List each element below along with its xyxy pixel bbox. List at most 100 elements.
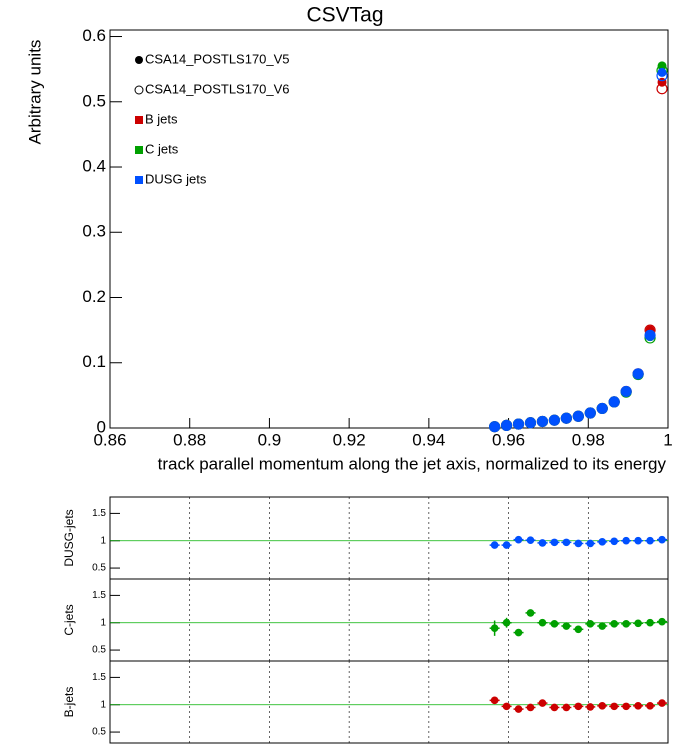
data-point-open bbox=[536, 415, 549, 428]
data-point bbox=[657, 67, 667, 77]
data-point bbox=[538, 699, 547, 707]
data-point bbox=[490, 624, 499, 632]
data-point bbox=[550, 620, 559, 628]
data-point-open bbox=[644, 329, 656, 341]
legend-label: B jets bbox=[145, 111, 178, 126]
data-point bbox=[525, 418, 535, 428]
data-point-open bbox=[548, 414, 561, 426]
legend-marker bbox=[134, 85, 144, 95]
data-point bbox=[646, 536, 654, 545]
data-point bbox=[658, 617, 666, 626]
data-point bbox=[550, 703, 559, 712]
legend-label: CSA14_POSTLS170_V6 bbox=[145, 81, 290, 96]
data-point bbox=[598, 538, 607, 546]
chart-title: CSVTag bbox=[306, 4, 383, 27]
data-point bbox=[502, 420, 512, 430]
data-point bbox=[502, 702, 511, 711]
plot-frame bbox=[109, 29, 669, 429]
data-point bbox=[646, 702, 654, 710]
data-point bbox=[658, 535, 666, 544]
x-tick-label: 0.98 bbox=[572, 430, 605, 449]
legend-label: DUSG jets bbox=[145, 171, 207, 186]
data-point bbox=[526, 536, 535, 544]
data-point bbox=[597, 403, 607, 413]
data-point bbox=[562, 703, 571, 712]
data-point bbox=[514, 705, 523, 713]
data-point bbox=[573, 411, 583, 421]
data-point bbox=[502, 618, 511, 627]
data-point bbox=[622, 620, 630, 628]
legend-marker bbox=[135, 116, 143, 124]
data-point-open bbox=[656, 70, 668, 82]
data-point bbox=[634, 702, 642, 710]
x-tick-label: 0.92 bbox=[333, 430, 366, 449]
data-point bbox=[490, 696, 499, 705]
data-point bbox=[646, 618, 654, 627]
y-tick-label: 0.3 bbox=[82, 222, 106, 241]
data-point bbox=[586, 703, 595, 711]
x-tick-label: 0.96 bbox=[492, 430, 525, 449]
data-point bbox=[610, 537, 618, 546]
data-point bbox=[658, 699, 666, 707]
data-point bbox=[526, 703, 535, 712]
y-axis-label: B-jets bbox=[62, 687, 76, 718]
y-tick-label: 0.1 bbox=[82, 352, 106, 371]
data-point bbox=[610, 620, 618, 628]
x-tick-label: 0.88 bbox=[173, 430, 206, 449]
data-point-open bbox=[489, 421, 501, 433]
y-tick-label: 1.5 bbox=[92, 672, 106, 683]
y-tick-label: 0.5 bbox=[92, 563, 106, 574]
legend-marker bbox=[135, 56, 143, 64]
data-point bbox=[645, 330, 655, 340]
data-point-open bbox=[608, 396, 620, 408]
data-point bbox=[538, 618, 547, 627]
data-point-open bbox=[572, 410, 584, 422]
y-tick-label: 0 bbox=[97, 417, 106, 436]
data-point bbox=[634, 536, 642, 545]
y-tick-label: 1.5 bbox=[92, 508, 106, 519]
y-tick-label: 0.5 bbox=[92, 727, 106, 738]
y-tick-label: 1.5 bbox=[92, 590, 106, 601]
data-point bbox=[586, 620, 595, 628]
data-point bbox=[610, 702, 618, 711]
plot-frame bbox=[109, 578, 669, 662]
data-point bbox=[585, 408, 595, 418]
data-point-open bbox=[596, 402, 608, 415]
data-point-open bbox=[620, 385, 632, 398]
legend-marker bbox=[135, 146, 143, 154]
y-tick-label: 1 bbox=[100, 617, 106, 628]
data-point bbox=[622, 536, 630, 545]
data-point bbox=[514, 419, 524, 429]
data-point bbox=[549, 415, 559, 425]
plot-frame bbox=[109, 496, 669, 580]
data-point bbox=[562, 622, 571, 630]
legend-label: CSA14_POSTLS170_V5 bbox=[145, 51, 290, 66]
legend-label: C jets bbox=[145, 141, 179, 156]
data-point-open bbox=[500, 419, 513, 431]
y-axis-label: DUSG-jets bbox=[62, 509, 76, 566]
data-point bbox=[633, 369, 643, 379]
data-point bbox=[609, 397, 619, 407]
data-point bbox=[598, 622, 607, 630]
y-tick-label: 1 bbox=[100, 535, 106, 546]
data-point bbox=[562, 538, 571, 547]
data-point-open bbox=[524, 417, 537, 429]
data-point bbox=[526, 609, 535, 617]
data-point bbox=[574, 702, 583, 711]
data-point-open bbox=[656, 83, 668, 95]
legend-marker bbox=[135, 176, 143, 184]
y-tick-label: 0.2 bbox=[82, 287, 106, 306]
data-point bbox=[514, 628, 523, 637]
data-point bbox=[550, 538, 559, 547]
data-point bbox=[586, 539, 595, 548]
y-tick-label: 1 bbox=[100, 699, 106, 710]
x-axis-label: track parallel momentum along the jet ax… bbox=[158, 454, 667, 473]
x-tick-label: 0.94 bbox=[412, 430, 445, 449]
data-point bbox=[537, 416, 547, 426]
y-tick-label: 0.5 bbox=[92, 645, 106, 656]
data-point-open bbox=[632, 368, 644, 380]
data-point-open bbox=[584, 407, 596, 419]
data-point bbox=[490, 422, 500, 432]
x-tick-label: 1 bbox=[663, 430, 672, 449]
